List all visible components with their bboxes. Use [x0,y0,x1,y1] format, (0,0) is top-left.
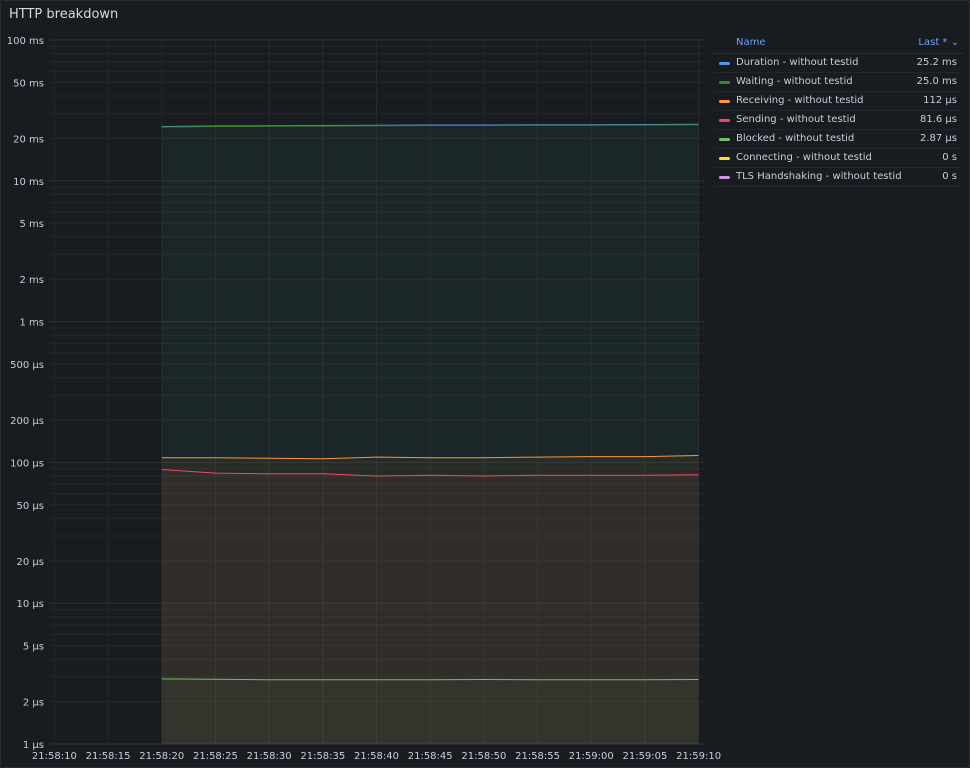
legend-item-last-value: 0 s [942,152,957,163]
legend-item[interactable]: Connecting - without testid 0 s [713,149,963,168]
legend-rows: Duration - without testid 25.2 ms Waiting … [713,54,963,187]
legend-table: Name Last * ⌄ Duration - without testid 2… [713,33,963,187]
x-tick-label: 21:58:40 [354,751,399,762]
legend-item-name: Blocked - without testid [736,133,855,144]
y-tick-label: 50 ms [13,78,44,89]
legend-item[interactable]: Sending - without testid 81.6 µs [713,111,963,130]
y-axis-ticks: 100 ms 50 ms 20 ms 10 ms 5 ms 2 ms 1 ms 500 µs 2… [7,36,44,751]
legend-item[interactable]: Duration - without testid 25.2 ms [713,54,963,73]
legend-item-name: Receiving - without testid [736,95,864,106]
y-tick-label: 50 µs [17,501,44,512]
y-tick-label: 5 ms [20,219,45,230]
legend-item-name: Waiting - without testid [736,76,853,87]
y-tick-label: 1 ms [20,318,45,329]
legend-item-last-value: 25.0 ms [916,76,957,87]
y-tick-label: 10 ms [13,177,44,188]
legend-item-last-value: 25.2 ms [916,57,957,68]
y-tick-label: 1 µs [23,740,44,751]
legend-color-swatch [719,99,730,103]
legend-item[interactable]: Blocked - without testid 2.87 µs [713,130,963,149]
legend-name-header[interactable]: Name [736,37,766,48]
series-area [161,469,699,744]
y-tick-label: 500 µs [10,360,44,371]
y-tick-label: 200 µs [10,416,44,427]
x-tick-label: 21:59:05 [622,751,667,762]
y-tick-label: 100 ms [7,36,44,47]
legend-item-name: TLS Handshaking - without testid [736,171,902,182]
legend-last-header[interactable]: Last * ⌄ [918,37,959,48]
series-line [161,455,699,460]
x-tick-label: 21:58:30 [247,751,292,762]
legend-color-swatch [719,175,730,179]
y-tick-label: 2 µs [23,698,44,709]
legend-item[interactable]: Waiting - without testid 25.0 ms [713,73,963,92]
series-area [161,124,699,745]
series-fills [161,124,699,745]
legend-color-swatch [719,118,730,122]
legend-header: Name Last * ⌄ [713,33,963,54]
legend-item-last-value: 0 s [942,171,957,182]
series-area [161,455,699,744]
series-area [161,678,699,744]
series-lines [161,123,699,681]
legend-item-name: Connecting - without testid [736,152,872,163]
legend-color-swatch [719,156,730,160]
panel-title[interactable]: HTTP breakdown [9,7,119,22]
grid-lines [49,39,704,745]
x-tick-label: 21:58:50 [461,751,506,762]
y-tick-label: 100 µs [10,458,44,469]
x-tick-label: 21:58:45 [408,751,453,762]
legend-item[interactable]: TLS Handshaking - without testid 0 s [713,168,963,187]
x-tick-label: 21:58:10 [32,751,77,762]
legend-item-last-value: 112 µs [923,95,957,106]
x-tick-label: 21:58:55 [515,751,560,762]
legend-color-swatch [719,80,730,84]
x-tick-label: 21:58:35 [300,751,345,762]
series-line [161,124,699,128]
y-tick-label: 10 µs [17,599,44,610]
legend-item[interactable]: Receiving - without testid 112 µs [713,92,963,111]
x-tick-label: 21:59:10 [676,751,721,762]
legend-item-name: Duration - without testid [736,57,859,68]
legend-color-swatch [719,61,730,65]
y-tick-label: 20 µs [17,557,44,568]
y-tick-label: 5 µs [23,642,44,653]
legend-item-last-value: 2.87 µs [919,133,957,144]
x-tick-label: 21:59:00 [569,751,614,762]
y-tick-label: 20 ms [13,134,44,145]
y-tick-label: 2 ms [20,275,45,286]
series-line [161,678,699,681]
legend-item-name: Sending - without testid [736,114,856,125]
legend-color-swatch [719,137,730,141]
series-area [161,124,699,745]
series-line [161,469,699,477]
legend-item-last-value: 81.6 µs [919,114,957,125]
x-axis-ticks: 21:58:10 21:58:15 21:58:20 21:58:25 21:58:30… [32,751,721,762]
x-tick-label: 21:58:15 [86,751,131,762]
x-tick-label: 21:58:20 [139,751,184,762]
x-tick-label: 21:58:25 [193,751,238,762]
